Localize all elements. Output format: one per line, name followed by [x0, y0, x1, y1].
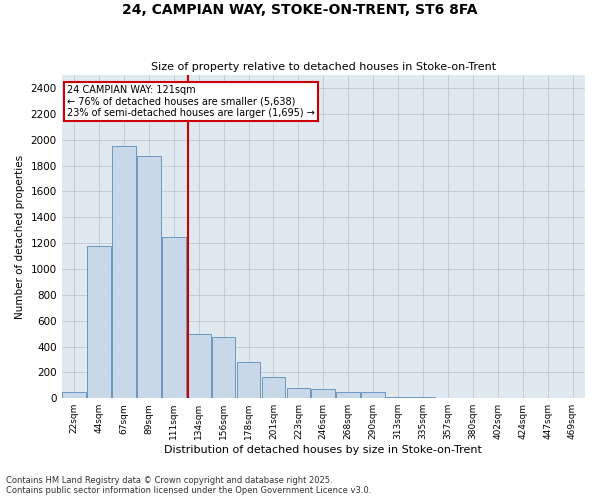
Bar	[262, 377, 286, 398]
Text: Contains HM Land Registry data © Crown copyright and database right 2025.
Contai: Contains HM Land Registry data © Crown c…	[6, 476, 371, 495]
Bar	[62, 392, 86, 398]
Text: 24, CAMPIAN WAY, STOKE-ON-TRENT, ST6 8FA: 24, CAMPIAN WAY, STOKE-ON-TRENT, ST6 8FA	[122, 2, 478, 16]
Title: Size of property relative to detached houses in Stoke-on-Trent: Size of property relative to detached ho…	[151, 62, 496, 72]
Bar	[212, 337, 235, 398]
Bar	[411, 397, 435, 398]
Bar	[311, 388, 335, 398]
Bar	[137, 156, 161, 398]
Bar	[237, 362, 260, 398]
Bar	[87, 246, 111, 398]
Bar	[386, 397, 410, 398]
Y-axis label: Number of detached properties: Number of detached properties	[15, 154, 25, 318]
Bar	[361, 392, 385, 398]
Bar	[187, 334, 211, 398]
Bar	[337, 392, 360, 398]
Bar	[112, 146, 136, 398]
Bar	[287, 388, 310, 398]
X-axis label: Distribution of detached houses by size in Stoke-on-Trent: Distribution of detached houses by size …	[164, 445, 482, 455]
Text: 24 CAMPIAN WAY: 121sqm
← 76% of detached houses are smaller (5,638)
23% of semi-: 24 CAMPIAN WAY: 121sqm ← 76% of detached…	[67, 85, 315, 118]
Bar	[162, 236, 185, 398]
